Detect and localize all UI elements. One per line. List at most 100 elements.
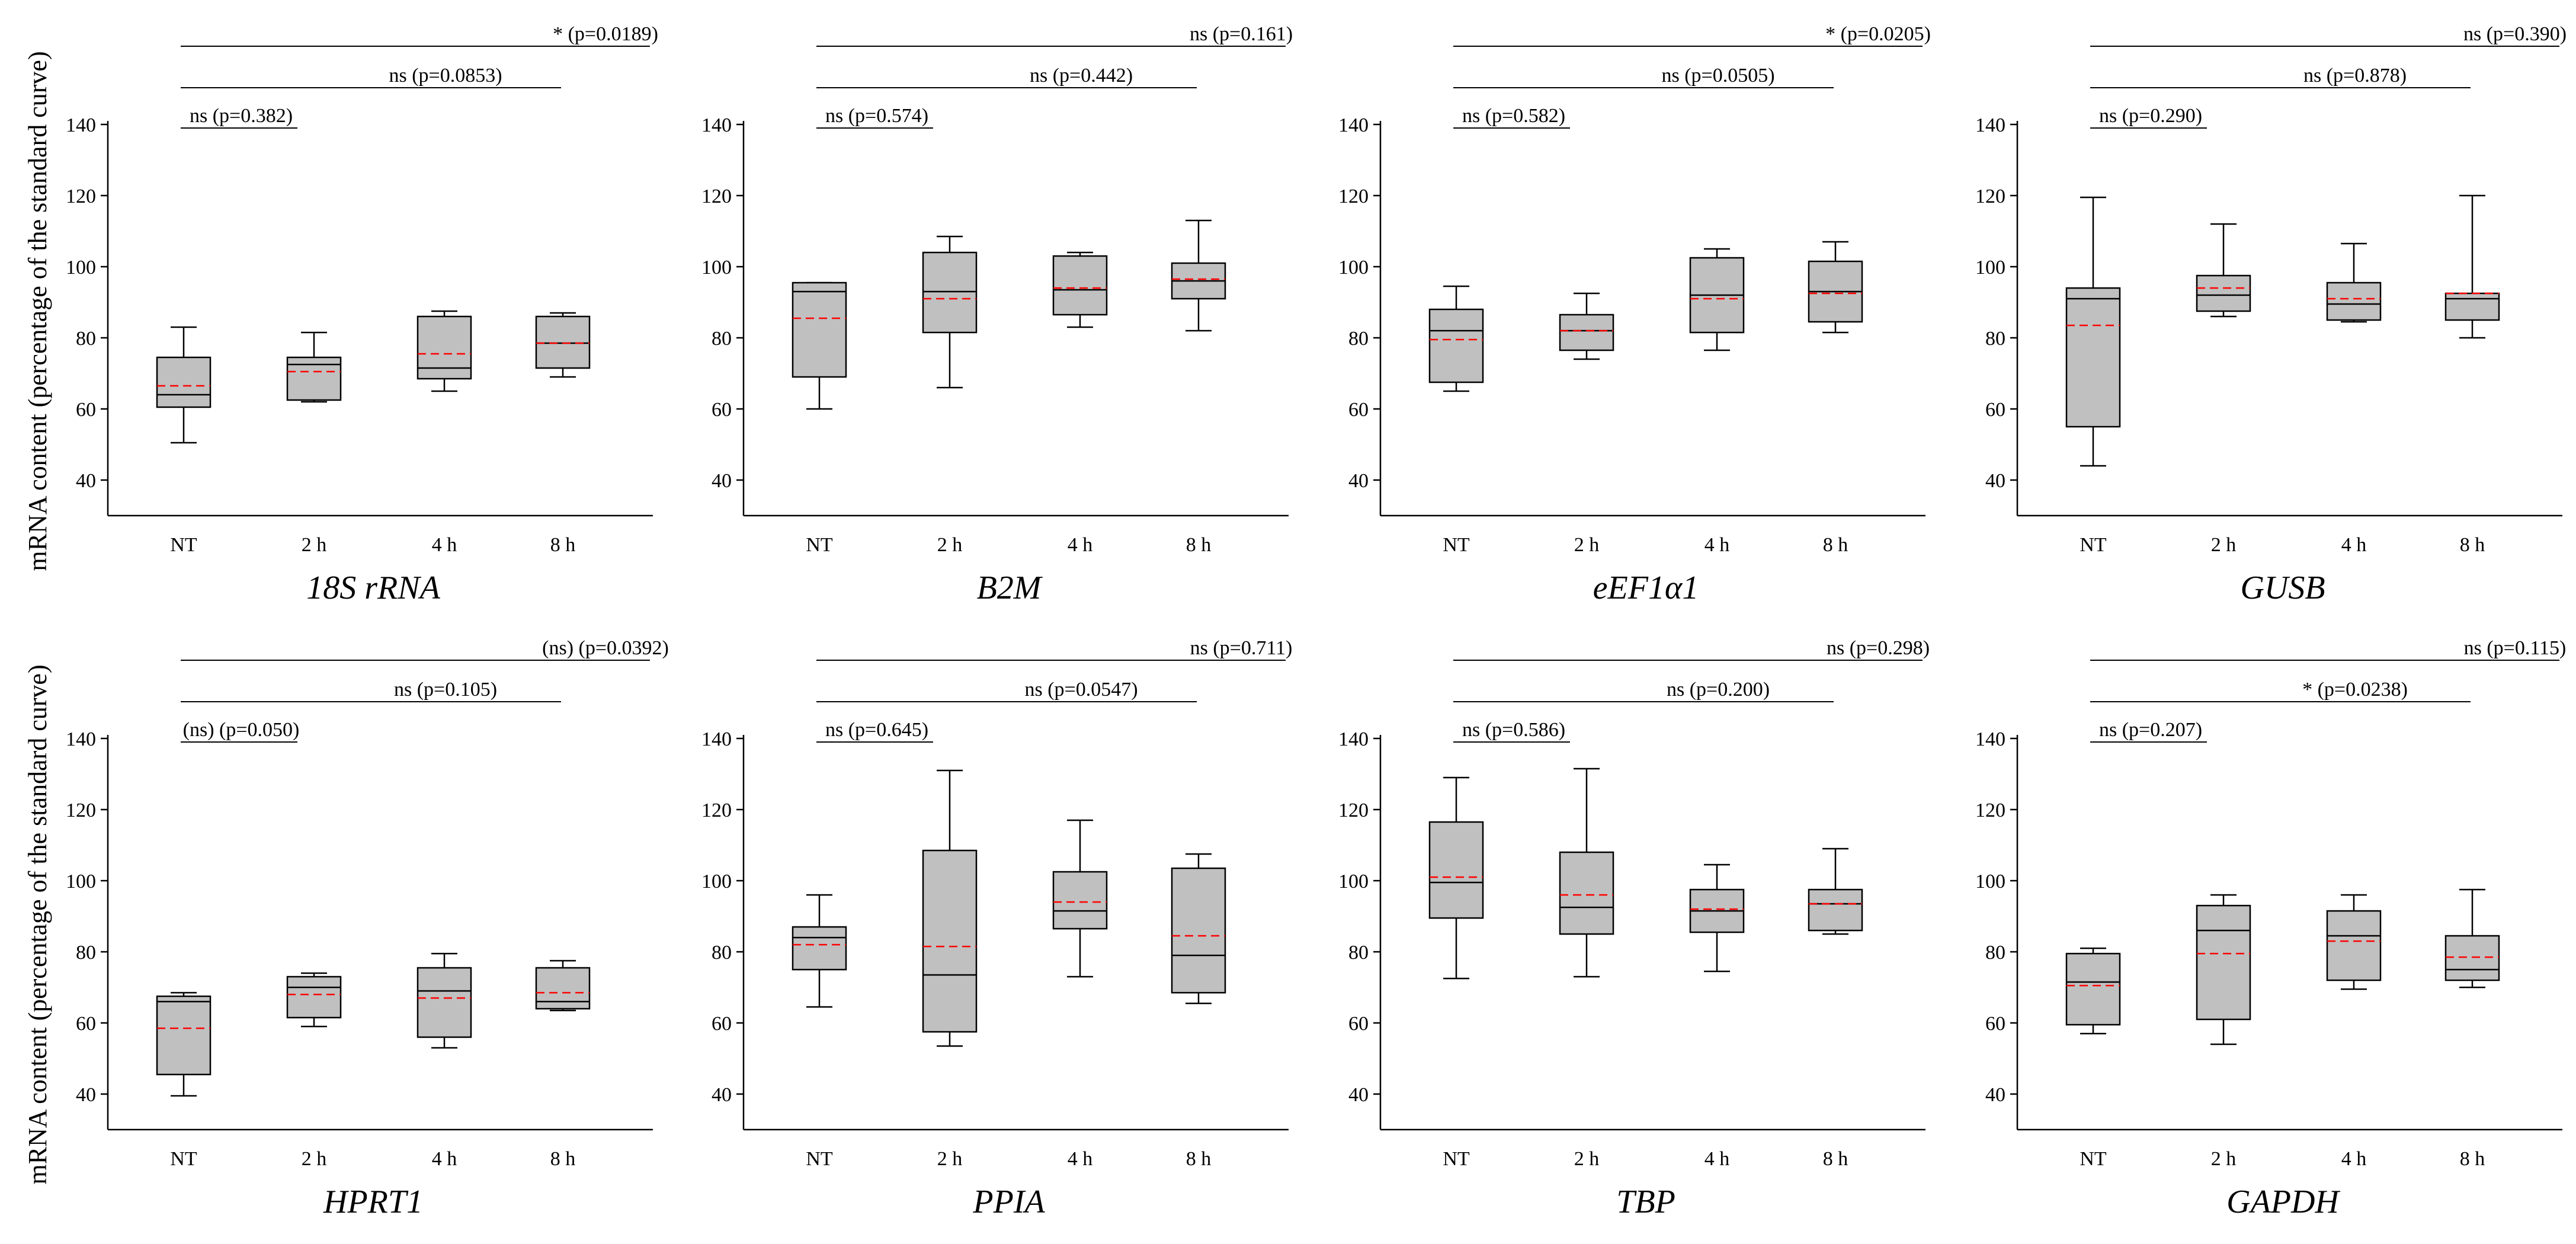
x-tick-label: 8 h xyxy=(1186,534,1212,556)
box-1 xyxy=(1559,292,1614,360)
panel-title: PPIA xyxy=(972,1184,1045,1220)
x-tick-label: 8 h xyxy=(1186,1148,1212,1170)
box-1 xyxy=(2196,223,2251,318)
comparison-label: ns (p=0.0505) xyxy=(1661,65,1774,87)
x-tick-label: NT xyxy=(1443,534,1470,556)
box-3 xyxy=(1808,241,1863,334)
y-tick-label: 40 xyxy=(1985,470,2005,492)
comparison-label: ns (p=0.161) xyxy=(1190,23,1293,45)
x-tick-label: NT xyxy=(1443,1148,1470,1170)
box-2 xyxy=(1689,248,1745,351)
x-tick-label: 2 h xyxy=(1574,534,1600,556)
x-tick-label: 4 h xyxy=(1068,534,1093,556)
y-tick-label: 60 xyxy=(76,1013,96,1035)
box-iqr xyxy=(416,967,472,1038)
y-tick-label: 140 xyxy=(701,728,732,750)
x-tick-label: 2 h xyxy=(1574,1148,1600,1170)
box-0 xyxy=(2065,947,2121,1035)
y-tick-label: 120 xyxy=(1338,800,1369,821)
comparison-label: * (p=0.0205) xyxy=(1825,23,1931,45)
y-tick-label: 120 xyxy=(1975,186,2005,207)
box-1 xyxy=(2196,894,2251,1045)
chart-panel-7: 40 60 80 100 120 140 NT 2 h 4 h 8 h GAPDH ns (p=0.1… xyxy=(1975,637,2566,1220)
comparison-label: ns (p=0.711) xyxy=(1190,637,1293,659)
box-3 xyxy=(1808,848,1863,935)
comparison-label: * (p=0.0189) xyxy=(553,23,658,45)
comparison-label: ns (p=0.390) xyxy=(2463,23,2567,45)
y-tick-label: 80 xyxy=(712,328,732,350)
box-iqr xyxy=(792,926,847,971)
comparison-label: ns (p=0.0547) xyxy=(1024,679,1138,701)
y-tick-label: 120 xyxy=(1338,186,1369,207)
chart-panel-1: 40 60 80 100 120 140 NT 2 h 4 h 8 h B2M ns (p=0.161… xyxy=(701,23,1293,606)
y-tick-label: 100 xyxy=(701,257,732,279)
y-tick-label: 140 xyxy=(1338,728,1369,750)
box-iqr xyxy=(1428,821,1484,919)
y-tick-label: 40 xyxy=(712,470,732,492)
y-tick-label: 100 xyxy=(1338,257,1369,279)
box-iqr xyxy=(922,849,978,1033)
panel-title: B2M xyxy=(977,570,1043,606)
y-tick-label: 80 xyxy=(76,328,96,350)
comparison-label: ns (p=0.290) xyxy=(2099,105,2202,127)
x-tick-label: 4 h xyxy=(1068,1148,1093,1170)
box-3 xyxy=(2444,194,2500,339)
box-iqr xyxy=(2196,274,2251,312)
box-iqr xyxy=(1052,255,1108,316)
y-tick-label: 60 xyxy=(712,1013,732,1035)
x-tick-label: 8 h xyxy=(550,534,576,556)
chart-panel-2: 40 60 80 100 120 140 NT 2 h 4 h 8 h eEF1α1 * (p=0.0… xyxy=(1338,23,1931,606)
box-iqr xyxy=(2196,904,2251,1021)
y-tick-label: 140 xyxy=(701,114,732,136)
box-3 xyxy=(2444,888,2500,989)
y-tick-label: 40 xyxy=(1348,470,1369,492)
comparison-label: ns (p=0.574) xyxy=(825,105,928,127)
comparison-label: * (p=0.0238) xyxy=(2302,679,2408,701)
x-tick-label: 8 h xyxy=(1823,1148,1848,1170)
x-tick-label: 8 h xyxy=(2460,534,2485,556)
x-tick-label: NT xyxy=(806,1148,833,1170)
y-tick-label: 120 xyxy=(1975,800,2005,821)
y-tick-label: 100 xyxy=(66,257,96,279)
y-axis-label-top: mRNA content (percentage of the standard… xyxy=(23,51,52,571)
comparison-label: (ns) (p=0.0392) xyxy=(542,637,669,659)
box-iqr xyxy=(2065,287,2121,428)
x-tick-label: 8 h xyxy=(1823,534,1848,556)
y-tick-label: 120 xyxy=(66,186,96,207)
chart-panel-3: 40 60 80 100 120 140 NT 2 h 4 h 8 h GUSB ns (p=0.39… xyxy=(1975,23,2567,606)
comparison-label: ns (p=0.442) xyxy=(1030,65,1133,87)
x-tick-label: 4 h xyxy=(1704,534,1730,556)
x-tick-label: 4 h xyxy=(432,1148,457,1170)
y-tick-label: 40 xyxy=(712,1084,732,1106)
box-2 xyxy=(2326,242,2382,323)
y-tick-label: 100 xyxy=(66,871,96,893)
comparison-label: ns (p=0.0853) xyxy=(389,65,502,87)
chart-panel-0: 40 60 80 100 120 140 NT 2 h 4 h 8 h 18S rRNA * (p=0… xyxy=(66,23,658,606)
box-0 xyxy=(1428,285,1484,392)
panel-title: eEF1α1 xyxy=(1593,570,1699,606)
y-tick-label: 140 xyxy=(1975,728,2005,750)
y-tick-label: 80 xyxy=(1348,942,1369,964)
x-tick-label: 2 h xyxy=(302,1148,327,1170)
y-tick-label: 60 xyxy=(1985,1013,2005,1035)
box-3 xyxy=(535,960,591,1012)
box-0 xyxy=(2065,196,2121,467)
y-tick-label: 140 xyxy=(1975,114,2005,136)
box-2 xyxy=(416,952,472,1049)
box-2 xyxy=(1689,864,1745,973)
panel-title: 18S rRNA xyxy=(306,570,440,606)
y-tick-label: 60 xyxy=(1985,399,2005,421)
y-tick-label: 120 xyxy=(66,800,96,821)
box-2 xyxy=(1052,251,1108,328)
y-tick-label: 120 xyxy=(701,186,732,207)
box-1 xyxy=(286,331,342,403)
box-0 xyxy=(156,992,212,1097)
y-tick-label: 80 xyxy=(76,942,96,964)
box-2 xyxy=(1052,819,1108,978)
box-iqr xyxy=(2326,282,2382,321)
box-0 xyxy=(1428,776,1484,980)
y-tick-label: 60 xyxy=(712,399,732,421)
y-tick-label: 60 xyxy=(1348,1013,1369,1035)
box-iqr xyxy=(416,315,472,380)
comparison-label: ns (p=0.382) xyxy=(190,105,293,127)
